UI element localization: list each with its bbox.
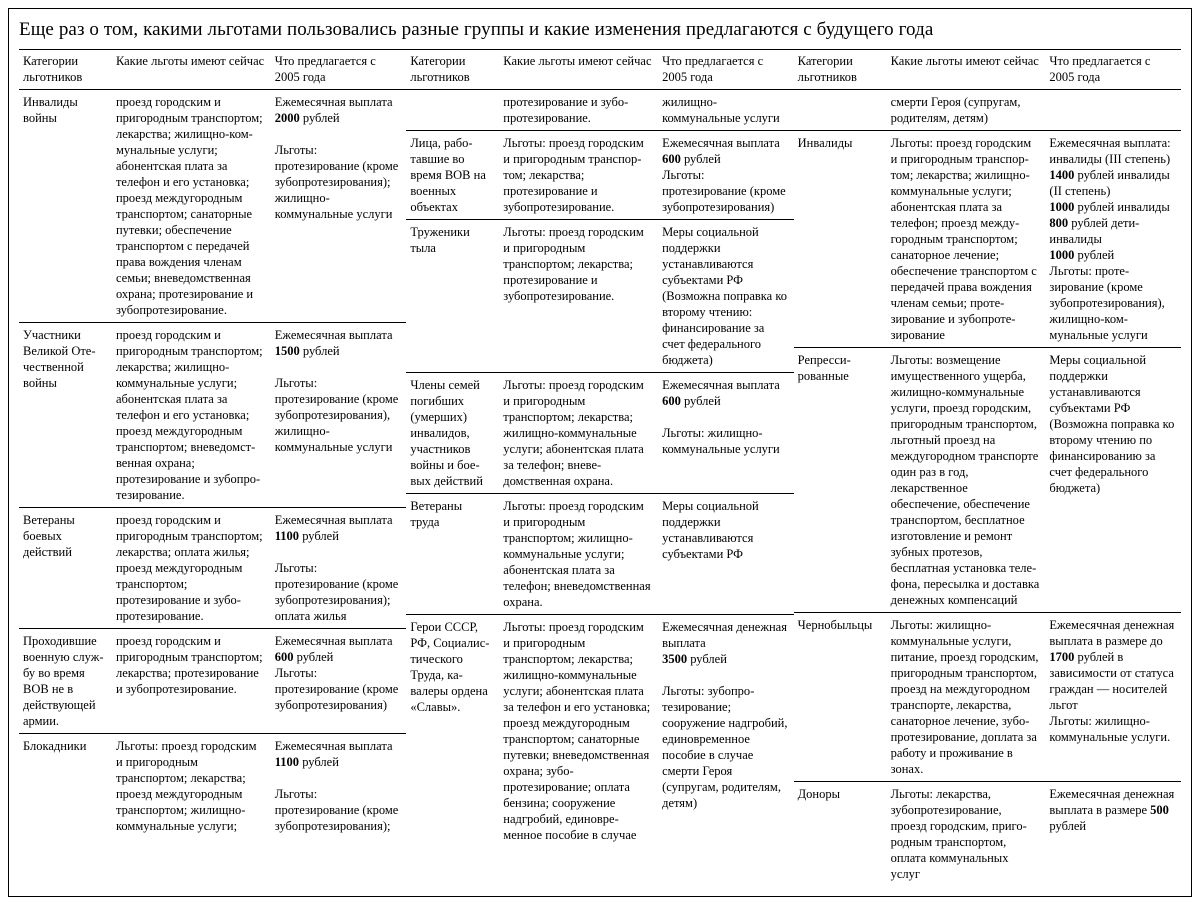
cell-prop: Ежемесячная денежная выплата 3500 рублей… [658, 615, 794, 848]
cell-cat: Участники Великой Оте­чественной войны [19, 323, 112, 508]
table-row: Лица, рабо­тавшие во время ВОВ на военны… [406, 131, 793, 220]
cell-now: Льготы: возмещение имущест­венного ущерб… [887, 348, 1046, 613]
cell-prop: Ежемесячная выплата: инвалиды (III степе… [1045, 131, 1181, 348]
cell-cat: Инвалиды войны [19, 90, 112, 323]
cell-now: Льготы: проезд городским и пригородным т… [499, 220, 658, 373]
cell-prop: Ежемесячная выплата 600 рублей Льготы: ж… [658, 373, 794, 494]
header-now: Какие льготы имеют сейчас [499, 50, 658, 90]
cell-prop: Ежемесячная денежная выплата в размере 5… [1045, 782, 1181, 887]
cell-prop: Меры социальной поддержки устанавливаютс… [658, 494, 794, 615]
table-row: Доноры Льготы: лекарства, зубопротезиров… [794, 782, 1181, 887]
cell-prop: Ежемесячная выплата 1500 рублей Льготы: … [271, 323, 407, 508]
cell-cat: Ветераны труда [406, 494, 499, 615]
header-prop: Что предлагается с 2005 года [271, 50, 407, 90]
table-row: Труженики тыла Льготы: проезд городским … [406, 220, 793, 373]
cell-now: Льготы: проезд городским и приго­родным … [499, 494, 658, 615]
document-frame: Еще раз о том, какими льготами пользовал… [8, 8, 1192, 897]
cell-prop: жилищно- коммунальные услуги [658, 90, 794, 131]
cell-now: Льготы: проезд городским и приго­родным … [499, 131, 658, 220]
column-1: Категории льготников Какие льготы имеют … [19, 49, 406, 886]
header-cat: Категории льготников [19, 50, 112, 90]
header-row: Категории льготников Какие льготы имеют … [794, 50, 1181, 90]
cell-now: Льготы: жилищно-коммунальные услуги, пит… [887, 613, 1046, 782]
cell-prop: Ежемесячная выплата 600 рублей Льготы: п… [271, 629, 407, 734]
header-cat: Категории льготников [406, 50, 499, 90]
cell-cat: Черно­быльцы [794, 613, 887, 782]
cell-prop [1045, 90, 1181, 131]
table-row: Инвалиды войны проезд городским и пригор… [19, 90, 406, 323]
cell-now: проезд городским и пригородным транспорт… [112, 508, 271, 629]
cell-cat: Члены семей погибших (умерших) инвалидов… [406, 373, 499, 494]
header-row: Категории льготников Какие льготы имеют … [406, 50, 793, 90]
table-row: смерти Героя (супругам, родителям, детям… [794, 90, 1181, 131]
cell-now: смерти Героя (супругам, родителям, детям… [887, 90, 1046, 131]
header-prop: Что предлагается с 2005 года [1045, 50, 1181, 90]
column-2: Категории льготников Какие льготы имеют … [406, 49, 793, 886]
table-col1: Категории льготников Какие льготы имеют … [19, 49, 406, 838]
table-row: Блокадники Льготы: проезд го­родским и п… [19, 734, 406, 839]
table-col2: Категории льготников Какие льготы имеют … [406, 49, 793, 847]
cell-prop: Ежемесячная выплата 1100 рублей Льготы: … [271, 734, 407, 839]
column-3: Категории льготников Какие льготы имеют … [794, 49, 1181, 886]
cell-cat: Доноры [794, 782, 887, 887]
cell-cat: Проходившие военную служ­бу во время ВОВ… [19, 629, 112, 734]
cell-prop: Меры социальной поддержки устанавливаютс… [1045, 348, 1181, 613]
table-row: Репресси­рованные Льготы: возмещение иму… [794, 348, 1181, 613]
cell-now: протезирование и зубо­протезирование. [499, 90, 658, 131]
header-row: Категории льготников Какие льготы имеют … [19, 50, 406, 90]
cell-cat: Ветераны боевых действий [19, 508, 112, 629]
table-row: протезирование и зубо­протезирование. жи… [406, 90, 793, 131]
header-prop: Что предлагается с 2005 года [658, 50, 794, 90]
cell-prop: Ежемесячная выплата 1100 рублей Льготы: … [271, 508, 407, 629]
cell-now: Льготы: проезд городским и приго­родным … [499, 373, 658, 494]
table-row: Проходившие военную служ­бу во время ВОВ… [19, 629, 406, 734]
cell-cat [794, 90, 887, 131]
cell-prop: Ежемесячная выплата 2000 рублей Льготы: … [271, 90, 407, 323]
cell-now: Льготы: лекарства, зубопротезирование, п… [887, 782, 1046, 887]
cell-cat: Блокадники [19, 734, 112, 839]
table-row: Участники Великой Оте­чественной войны п… [19, 323, 406, 508]
header-now: Какие льготы имеют сейчас [112, 50, 271, 90]
cell-prop: Ежемесячная выплата 600 рублей Льготы: п… [658, 131, 794, 220]
table-row: Ветераны боевых действий проезд городски… [19, 508, 406, 629]
cell-now: проезд городским и пригородным транспорт… [112, 629, 271, 734]
cell-now: Льготы: проезд городским и пригородным т… [887, 131, 1046, 348]
header-now: Какие льготы имеют сейчас [887, 50, 1046, 90]
cell-now: проезд городским и пригородным транспорт… [112, 90, 271, 323]
columns-wrap: Категории льготников Какие льготы имеют … [19, 49, 1181, 886]
cell-now: проезд городским и пригородным транспорт… [112, 323, 271, 508]
cell-cat: Лица, рабо­тавшие во время ВОВ на военны… [406, 131, 499, 220]
cell-now: Льготы: проезд го­родским и приго­родным… [112, 734, 271, 839]
table-row: Члены семей погибших (умерших) инвалидов… [406, 373, 793, 494]
page-title: Еще раз о том, какими льготами пользовал… [19, 19, 1181, 41]
table-row: Ветераны труда Льготы: проезд городским … [406, 494, 793, 615]
table-col3: Категории льготников Какие льготы имеют … [794, 49, 1181, 886]
cell-prop: Меры социальной поддержки устанавливаютс… [658, 220, 794, 373]
cell-cat: Герои СССР, РФ, Социалис­тического Труда… [406, 615, 499, 848]
header-cat: Категории льготников [794, 50, 887, 90]
cell-cat: Труженики тыла [406, 220, 499, 373]
cell-cat: Инвалиды [794, 131, 887, 348]
table-row: Черно­быльцы Льготы: жилищно-коммунальны… [794, 613, 1181, 782]
table-row: Инвалиды Льготы: проезд городским и приг… [794, 131, 1181, 348]
cell-cat [406, 90, 499, 131]
cell-prop: Ежемесячная денежная выплата в размере д… [1045, 613, 1181, 782]
table-row: Герои СССР, РФ, Социалис­тического Труда… [406, 615, 793, 848]
cell-cat: Репресси­рованные [794, 348, 887, 613]
cell-now: Льготы: проезд городским и приго­родным … [499, 615, 658, 848]
